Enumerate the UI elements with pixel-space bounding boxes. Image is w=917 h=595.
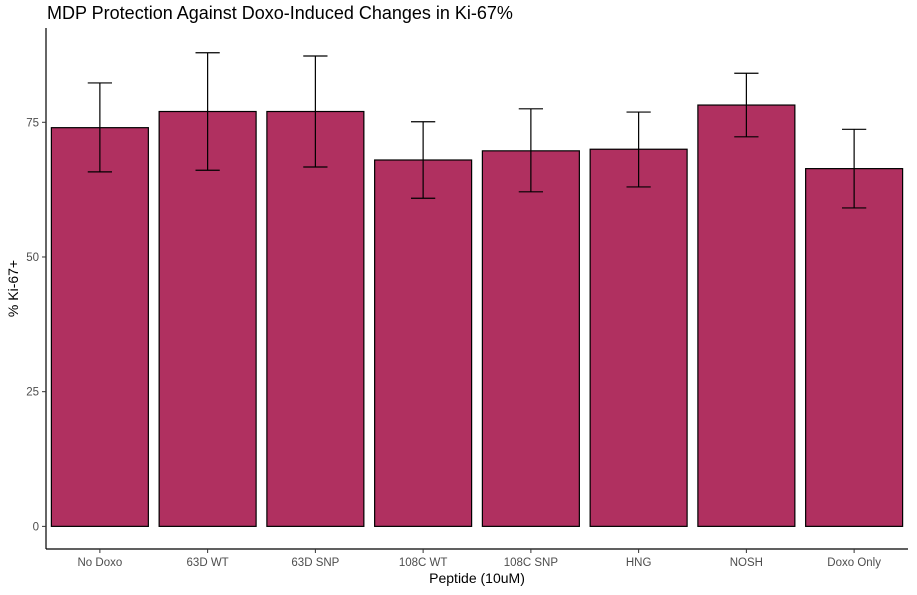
x-tick-label: 108C WT bbox=[399, 557, 448, 569]
y-tick-label: 50 bbox=[26, 252, 39, 264]
y-tick-label: 25 bbox=[26, 387, 39, 399]
x-tick-label: Doxo Only bbox=[827, 557, 881, 569]
bar-108c-snp bbox=[481, 150, 580, 527]
x-tick-label: No Doxo bbox=[78, 557, 123, 569]
x-ticks-layer: No Doxo 63D WT 63D SNP 108C WT 108C SNP HNG NO… bbox=[78, 549, 881, 569]
errorbar-layer bbox=[87, 52, 867, 209]
y-ticks-layer: 0 25 50 75 bbox=[26, 117, 46, 533]
bar-108c-wt bbox=[374, 159, 473, 527]
x-tick-label: 63D WT bbox=[187, 557, 229, 569]
y-tick-label: 0 bbox=[33, 521, 39, 533]
bar-hng bbox=[589, 148, 688, 527]
bars-layer bbox=[50, 104, 904, 527]
x-tick-label: 63D SNP bbox=[291, 557, 339, 569]
x-tick-label: 108C SNP bbox=[504, 557, 559, 569]
x-tick-label: HNG bbox=[626, 557, 652, 569]
bar-63d-snp bbox=[266, 110, 365, 527]
chart-title: MDP Protection Against Doxo-Induced Chan… bbox=[47, 3, 513, 23]
bar-no-doxo bbox=[50, 127, 149, 527]
bar-nosh bbox=[697, 104, 796, 527]
y-axis-title: % Ki-67+ bbox=[5, 260, 21, 317]
bar-doxo-only bbox=[805, 168, 904, 527]
y-tick-label: 75 bbox=[26, 117, 39, 129]
x-tick-label: NOSH bbox=[730, 557, 763, 569]
bar-63d-wt bbox=[158, 110, 257, 527]
x-axis-title: Peptide (10uM) bbox=[429, 570, 525, 586]
